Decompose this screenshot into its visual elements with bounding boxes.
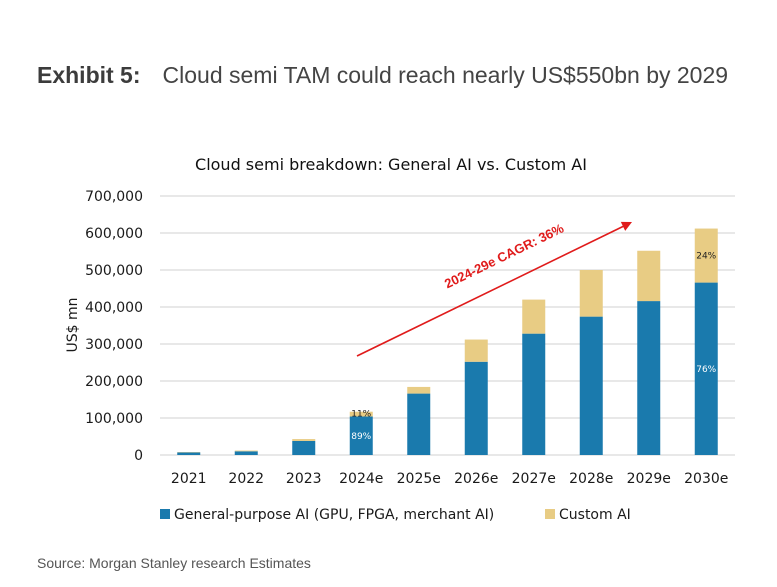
x-tick-label: 2027e: [512, 471, 556, 487]
bar-custom-ai: [579, 270, 603, 317]
bar-general-purpose-ai: [349, 416, 373, 455]
y-tick-label: 500,000: [85, 263, 143, 279]
cagr-arrowhead-icon: [620, 221, 632, 231]
bar-general-purpose-ai: [694, 282, 718, 455]
bar-general-purpose-ai: [464, 361, 488, 455]
bar-general-purpose-ai: [234, 451, 258, 455]
legend-label: Custom AI: [559, 507, 631, 523]
x-tick-label: 2022: [228, 471, 264, 487]
y-tick-label: 100,000: [85, 411, 143, 427]
bar-custom-ai: [637, 250, 661, 302]
data-labels: 11% 89% 24% 76%: [351, 252, 716, 442]
cagr-arrow-line: [356, 224, 627, 357]
bar-custom-ai: [349, 411, 373, 417]
legend-label: General-purpose AI (GPU, FPGA, merchant …: [174, 507, 494, 523]
x-tick-label: 2024e: [339, 471, 383, 487]
data-label: 89%: [351, 432, 371, 442]
data-label: 76%: [696, 365, 716, 375]
bar-custom-ai: [464, 339, 488, 362]
bar-custom-ai: [522, 299, 546, 334]
legend-swatch: [545, 509, 555, 519]
data-label: 11%: [351, 410, 371, 420]
bar-custom-ai: [407, 386, 431, 394]
x-tick-label: 2026e: [454, 471, 498, 487]
x-tick-label: 2021: [171, 471, 207, 487]
bar-custom-ai: [234, 450, 258, 452]
y-tick-label: 700,000: [85, 189, 143, 205]
bar-general-purpose-ai: [637, 301, 661, 455]
data-label: 24%: [696, 252, 716, 262]
bar-general-purpose-ai: [407, 393, 431, 455]
y-tick-label: 0: [134, 448, 143, 464]
y-axis-ticks: 0 100,000 200,000 300,000 400,000 500,000 600,…: [85, 189, 143, 464]
bar-custom-ai: [292, 439, 316, 441]
y-tick-label: 200,000: [85, 374, 143, 390]
cagr-annotation-text: 2024-29e CAGR: 36%: [442, 220, 567, 291]
bars: [177, 228, 718, 455]
y-axis-label: US$ mn: [65, 297, 81, 352]
legend-item: General-purpose AI (GPU, FPGA, merchant …: [160, 507, 494, 523]
bar-custom-ai: [694, 228, 718, 283]
legend-item: Custom AI: [545, 507, 631, 523]
x-axis-ticks: 2021 2022 2023 2024e 2025e 2026e 2027e 2028e 202…: [171, 471, 728, 487]
x-tick-label: 2028e: [569, 471, 613, 487]
y-tick-label: 300,000: [85, 337, 143, 353]
legend: General-purpose AI (GPU, FPGA, merchant …: [160, 507, 631, 523]
source-note: Source: Morgan Stanley research Estimate…: [37, 555, 311, 571]
y-tick-label: 400,000: [85, 300, 143, 316]
bar-general-purpose-ai: [579, 316, 603, 455]
bar-general-purpose-ai: [177, 452, 201, 455]
x-tick-label: 2030e: [684, 471, 728, 487]
exhibit-label: Exhibit 5:: [37, 62, 141, 88]
exhibit-title: Exhibit 5: Cloud semi TAM could reach nea…: [37, 56, 757, 94]
legend-swatch: [160, 509, 170, 519]
x-tick-label: 2023: [286, 471, 322, 487]
x-tick-label: 2029e: [627, 471, 671, 487]
bar-general-purpose-ai: [292, 440, 316, 455]
bar-general-purpose-ai: [522, 333, 546, 455]
x-tick-label: 2025e: [397, 471, 441, 487]
chart-title: Cloud semi breakdown: General AI vs. Cus…: [195, 155, 587, 174]
y-tick-label: 600,000: [85, 226, 143, 242]
exhibit-title-text: Cloud semi TAM could reach nearly US$550…: [162, 62, 729, 88]
